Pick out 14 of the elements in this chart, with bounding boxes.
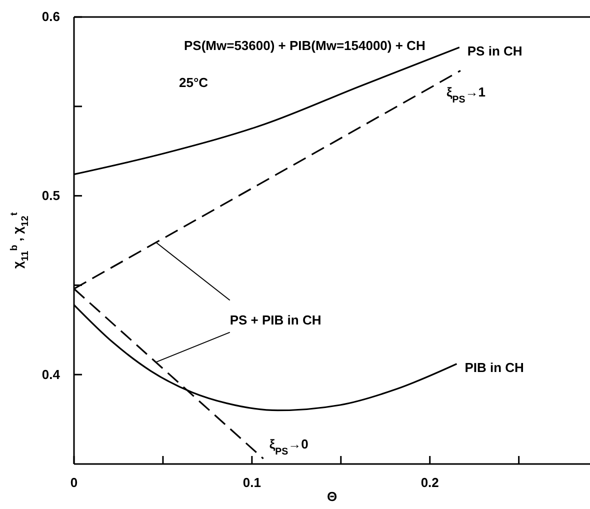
x-tick-label: 0 xyxy=(70,475,78,490)
series-label: ξ$_{PS}$→0 xyxy=(269,436,308,458)
y-tick-label: 0.4 xyxy=(42,366,61,382)
series-label: PS in CH xyxy=(467,43,522,58)
x-axis-title: Θ xyxy=(326,489,338,504)
series-label: PIB in CH xyxy=(464,360,524,375)
y-tick-label: 0.5 xyxy=(42,188,60,203)
annotation: PS(Mw=53600) + PIB(Mw=154000) + CH xyxy=(184,38,426,53)
series-label: ξ$_{PS}$→1 xyxy=(446,84,486,106)
annotation: PS + PIB in CH xyxy=(230,312,322,328)
annotation: 25°C xyxy=(179,75,209,90)
x-tick-label: 0.1 xyxy=(242,475,261,490)
y-tick-label: 0.6 xyxy=(42,9,60,24)
x-tick-label: 0.2 xyxy=(420,475,439,490)
